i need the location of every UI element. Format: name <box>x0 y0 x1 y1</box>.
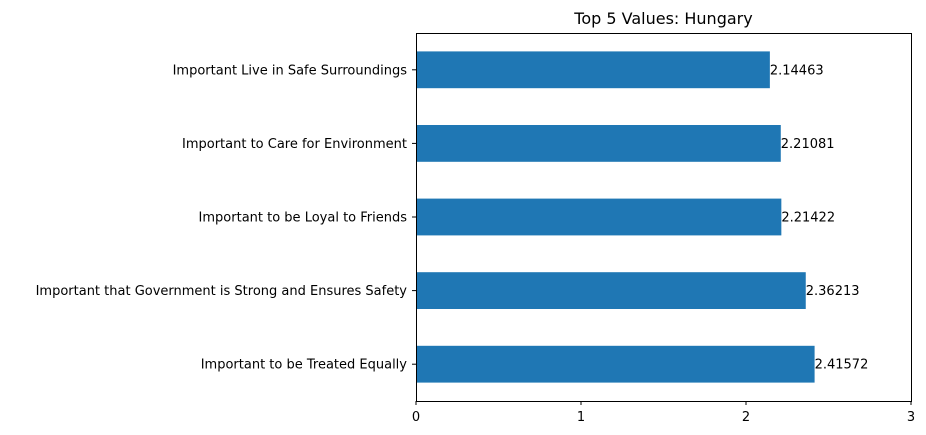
data-label: 2.14463 <box>770 63 824 78</box>
data-label: 2.21422 <box>781 211 835 226</box>
y-tick-label: Important to be Treated Equally <box>201 358 408 373</box>
y-tick-label: Important to be Loyal to Friends <box>199 211 408 226</box>
y-tick-label: Important that Government is Strong and … <box>36 284 408 299</box>
y-tick-label: Important to Care for Environment <box>182 137 407 152</box>
bar <box>416 198 782 236</box>
plot-frame <box>416 33 912 402</box>
bars <box>416 51 815 383</box>
x-tick-label: 1 <box>577 410 585 425</box>
data-label: 2.41572 <box>815 358 869 373</box>
bar <box>416 345 815 383</box>
bar <box>416 51 770 89</box>
chart-title: Top 5 Values: Hungary <box>573 9 752 28</box>
data-label: 2.36213 <box>806 284 860 299</box>
x-tick-label: 2 <box>742 410 750 425</box>
data-labels: 2.14463 2.21081 2.21422 2.36213 2.41572 <box>770 63 868 372</box>
x-tick-label: 0 <box>412 410 420 425</box>
x-axis: 0 1 2 3 <box>412 401 915 425</box>
x-tick-label: 3 <box>907 410 915 425</box>
bar <box>416 272 806 309</box>
data-label: 2.21081 <box>781 137 835 152</box>
y-tick-label: Important Live in Safe Surroundings <box>173 63 408 78</box>
y-tick-labels: Important Live in Safe Surroundings Impor… <box>36 63 416 373</box>
bar <box>416 125 781 162</box>
